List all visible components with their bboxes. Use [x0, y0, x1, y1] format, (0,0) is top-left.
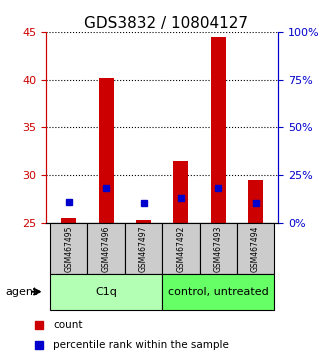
- Text: GSM467492: GSM467492: [176, 225, 185, 272]
- Text: GSM467493: GSM467493: [214, 225, 223, 272]
- Bar: [211, 37, 226, 223]
- Text: percentile rank within the sample: percentile rank within the sample: [54, 340, 229, 350]
- Text: control, untreated: control, untreated: [168, 287, 269, 297]
- Bar: [200, 223, 237, 274]
- Text: GDS3832 / 10804127: GDS3832 / 10804127: [83, 16, 248, 31]
- Bar: [50, 223, 87, 274]
- Text: agent: agent: [5, 287, 37, 297]
- Bar: [162, 223, 200, 274]
- Bar: [50, 274, 162, 310]
- Text: count: count: [54, 320, 83, 330]
- Text: GSM467497: GSM467497: [139, 225, 148, 272]
- Bar: [61, 218, 76, 223]
- Text: C1q: C1q: [95, 287, 117, 297]
- Bar: [173, 161, 188, 223]
- Text: GSM467495: GSM467495: [64, 225, 73, 272]
- Bar: [136, 220, 151, 223]
- Bar: [99, 78, 114, 223]
- Bar: [237, 223, 274, 274]
- Bar: [248, 180, 263, 223]
- Bar: [125, 223, 162, 274]
- Bar: [87, 223, 125, 274]
- Text: GSM467496: GSM467496: [102, 225, 111, 272]
- Text: GSM467494: GSM467494: [251, 225, 260, 272]
- Bar: [162, 274, 274, 310]
